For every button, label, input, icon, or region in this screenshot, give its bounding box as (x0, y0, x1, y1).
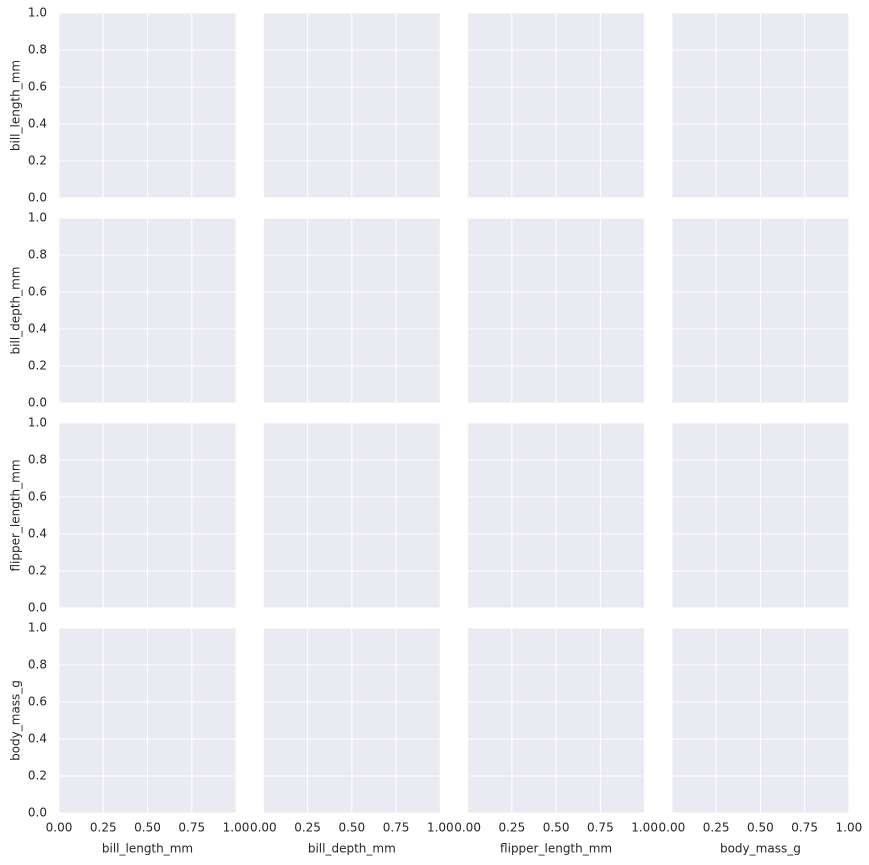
y-tick-label: 1.0 (28, 211, 47, 225)
y-axis-label: body_mass_g (9, 680, 23, 761)
y-tick-label: 0.4 (28, 732, 47, 746)
y-tick-label: 0.6 (28, 695, 47, 709)
x-tick-label: 1.00 (223, 821, 250, 835)
y-tick-label: 0.2 (28, 359, 47, 373)
y-axis-label: flipper_length_mm (9, 459, 23, 571)
y-tick-label: 0.2 (28, 564, 47, 578)
y-tick-label: 0.0 (28, 601, 47, 615)
y-tick-label: 0.6 (28, 80, 47, 94)
x-tick-label: 0.75 (791, 821, 818, 835)
x-tick-label: 0.25 (498, 821, 525, 835)
x-tick-label: 0.00 (454, 821, 481, 835)
x-tick-label: 0.50 (134, 821, 161, 835)
y-tick-label: 1.0 (28, 6, 47, 20)
x-axis-label: bill_depth_mm (308, 842, 396, 856)
y-tick-label: 1.0 (28, 621, 47, 635)
x-tick-label: 0.25 (90, 821, 117, 835)
y-tick-label: 1.0 (28, 416, 47, 430)
y-tick-label: 0.4 (28, 527, 47, 541)
x-tick-label: 0.75 (178, 821, 205, 835)
y-tick-label: 0.0 (28, 191, 47, 205)
x-axis-label: bill_length_mm (102, 842, 193, 856)
x-axis-label: flipper_length_mm (500, 842, 612, 856)
x-tick-label: 0.50 (747, 821, 774, 835)
y-tick-label: 0.8 (28, 658, 47, 672)
y-tick-label: 0.2 (28, 154, 47, 168)
x-tick-label: 0.00 (250, 821, 277, 835)
y-tick-label: 0.6 (28, 490, 47, 504)
x-tick-label: 1.00 (631, 821, 658, 835)
y-tick-label: 0.6 (28, 285, 47, 299)
y-axis-label: bill_depth_mm (9, 267, 23, 355)
x-tick-label: 0.75 (383, 821, 410, 835)
x-tick-label: 0.25 (703, 821, 730, 835)
y-tick-label: 0.8 (28, 453, 47, 467)
x-tick-label: 0.75 (587, 821, 614, 835)
x-tick-label: 0.50 (338, 821, 365, 835)
y-axis-label: bill_length_mm (9, 60, 23, 151)
y-tick-label: 0.2 (28, 769, 47, 783)
y-tick-label: 0.8 (28, 43, 47, 57)
x-tick-label: 0.00 (46, 821, 73, 835)
x-tick-label: 1.00 (836, 821, 863, 835)
y-tick-label: 0.4 (28, 322, 47, 336)
y-tick-label: 0.0 (28, 396, 47, 410)
y-tick-label: 0.4 (28, 117, 47, 131)
x-tick-label: 0.25 (294, 821, 321, 835)
x-tick-label: 0.50 (543, 821, 570, 835)
x-tick-label: 1.00 (427, 821, 454, 835)
x-axis-label: body_mass_g (720, 842, 801, 856)
x-tick-label: 0.00 (659, 821, 686, 835)
y-tick-label: 0.0 (28, 806, 47, 820)
y-tick-label: 0.8 (28, 248, 47, 262)
